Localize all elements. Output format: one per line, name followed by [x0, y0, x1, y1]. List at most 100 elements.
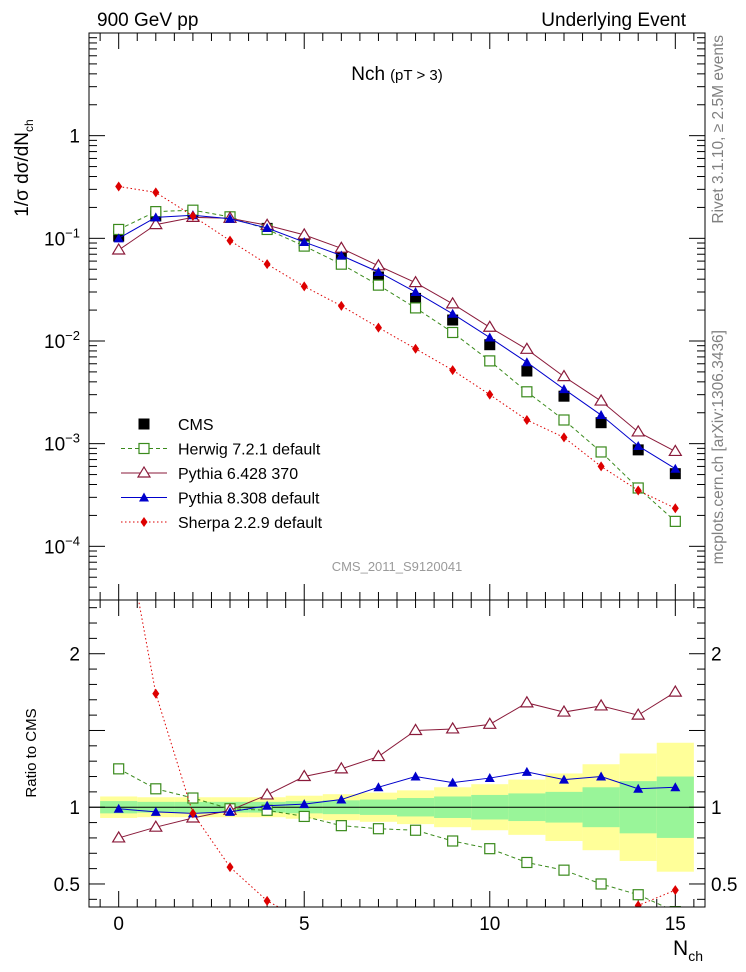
legend-entry-sherpa-2-2-9-default: Sherpa 2.2.9 default — [121, 515, 323, 532]
ratio-data-point — [297, 769, 312, 782]
data-point — [669, 515, 681, 527]
ratio-series-line — [118, 691, 676, 839]
ratio-y-axis-label: Ratio to CMS — [23, 708, 40, 797]
data-point — [226, 235, 234, 246]
ratio-data-point — [148, 820, 163, 832]
data-point — [484, 339, 496, 351]
data-point — [633, 440, 644, 450]
header-right: Underlying Event — [541, 10, 686, 31]
ratio-data-point — [447, 777, 458, 787]
x-axis-label: Nch — [673, 937, 703, 964]
ratio-data-point — [150, 783, 162, 795]
ratio-data-point — [486, 939, 493, 949]
ratio-data-point — [632, 889, 644, 901]
ratio-data-point — [556, 704, 572, 717]
ratio-data-point — [152, 688, 160, 699]
ratio-data-point — [189, 808, 197, 819]
legend-marker — [138, 418, 150, 430]
ratio-data-point — [338, 923, 345, 933]
data-point — [409, 302, 422, 314]
series-line — [118, 216, 676, 452]
ratio-data-point — [523, 942, 530, 952]
main-title: Nch (pT > 3) — [351, 64, 442, 85]
data-point — [560, 432, 568, 443]
ratio-data-point — [558, 774, 569, 784]
data-point — [335, 258, 347, 270]
data-point — [484, 332, 495, 342]
legend-entry-pythia-6-428-370: Pythia 6.428 370 — [121, 465, 298, 483]
ratio-data-point — [412, 933, 419, 943]
data-point — [523, 414, 531, 425]
main-series-layer — [111, 181, 683, 527]
legend-label: CMS — [178, 417, 214, 434]
data-point — [521, 386, 533, 398]
data-point — [447, 314, 459, 326]
ratio-data-point — [521, 766, 532, 776]
data-point — [556, 369, 572, 382]
data-point — [262, 223, 273, 233]
ratio-series-layer — [111, 600, 683, 952]
data-point — [410, 287, 421, 297]
ratio-frame — [88, 599, 706, 908]
ratio-data-point — [482, 717, 497, 729]
x-tick-label: 5 — [299, 914, 310, 935]
ratio-data-point — [260, 787, 275, 800]
ratio-data-point — [262, 800, 273, 810]
data-point — [336, 250, 347, 260]
data-point — [449, 365, 457, 376]
data-point — [373, 266, 384, 276]
legend-label: Sherpa 2.2.9 default — [178, 515, 323, 532]
data-point — [410, 292, 422, 304]
ratio-data-point — [445, 721, 460, 734]
main-y-tick-label: 1 — [69, 127, 80, 148]
main-y-tick-label: 10−1 — [44, 225, 80, 250]
legend-entry-herwig-7-2-1-default: Herwig 7.2.1 default — [121, 442, 321, 459]
ratio-data-point — [449, 936, 456, 946]
series-pythia-8-308-default — [113, 210, 681, 473]
data-point — [484, 355, 496, 367]
main-y-axis-label: 1/σ dσ/dNch — [12, 119, 36, 216]
data-point — [372, 279, 385, 291]
x-tick-label: 15 — [665, 914, 686, 935]
ratio-data-point — [519, 695, 534, 708]
data-point — [521, 357, 532, 367]
ratio-data-point — [150, 806, 161, 816]
data-point — [300, 281, 308, 292]
ratio-panel: 0.5 0.5 1 1 2 2 0 5 10 15 Ratio to CMS Nch — [23, 599, 737, 964]
ratio-axis-ticks: 0.5 0.5 1 1 2 2 0 5 10 15 — [54, 600, 737, 935]
data-point — [445, 296, 460, 309]
ratio-y-tick-label-right: 0.5 — [711, 875, 737, 896]
legend-label: Pythia 6.428 370 — [178, 466, 298, 483]
data-point — [594, 393, 609, 406]
ratio-data-point — [225, 806, 236, 816]
watermark: CMS_2011_S9120041 — [332, 559, 463, 574]
data-point — [558, 390, 570, 402]
main-axis-ticks: 1 10−1 10−2 10−3 10−4 — [44, 32, 705, 601]
data-point — [595, 417, 607, 429]
ratio-series-line — [118, 768, 667, 907]
ratio-y-tick-label: 0.5 — [54, 875, 80, 896]
data-point — [670, 463, 681, 473]
ratio-data-point — [372, 823, 385, 835]
ratio-data-point — [596, 771, 607, 781]
data-point — [263, 259, 271, 270]
x-tick-label: 10 — [479, 914, 500, 935]
data-point — [447, 326, 459, 339]
ratio-series-sherpa-2-2-9-default — [138, 600, 679, 952]
legend-entry-cms: CMS — [138, 417, 214, 434]
ratio-data-point — [447, 835, 459, 847]
ratio-data-point — [484, 773, 495, 783]
x-tick-label: 0 — [113, 914, 124, 935]
ratio-data-point — [113, 803, 124, 813]
ratio-data-point — [521, 856, 533, 869]
ratio-data-point — [335, 820, 347, 832]
ratio-data-point — [113, 763, 125, 775]
legend-marker — [140, 517, 148, 527]
data-point — [113, 233, 124, 243]
legend-marker — [136, 465, 152, 478]
ratio-data-point — [558, 864, 570, 876]
data-point — [148, 217, 163, 230]
ratio-data-point — [631, 707, 646, 720]
legend-entry-pythia-8-308-default: Pythia 8.308 default — [121, 491, 320, 508]
ratio-data-point — [671, 885, 679, 896]
